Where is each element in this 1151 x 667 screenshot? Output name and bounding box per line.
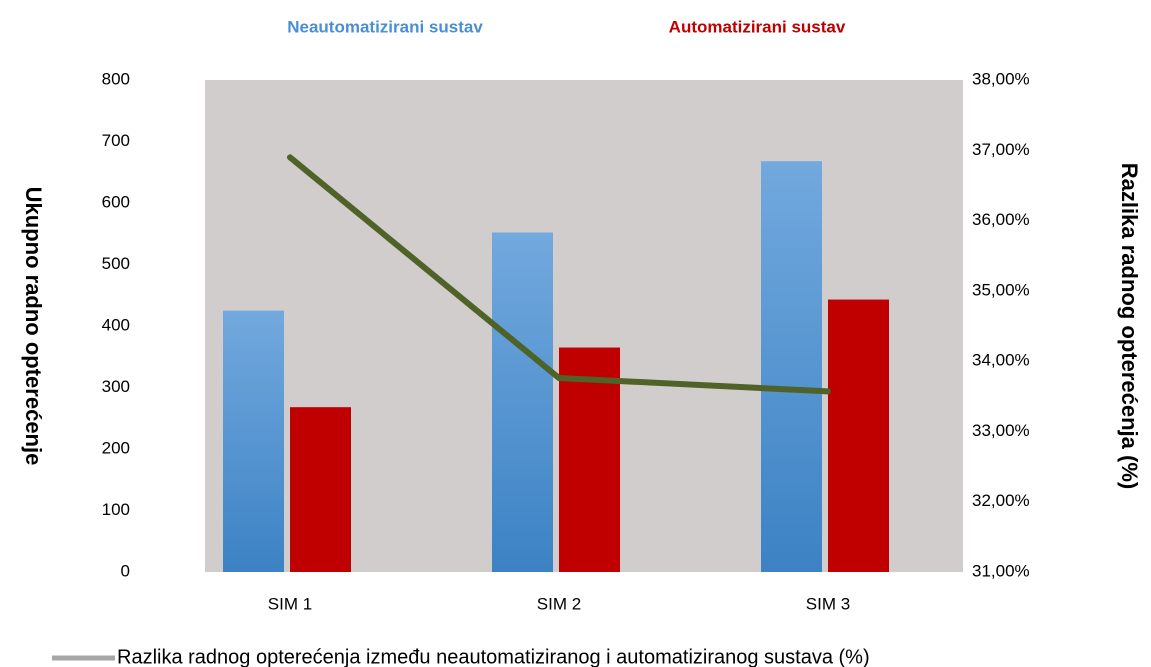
y-tick-label: 700: [102, 131, 130, 150]
y-axis-title: Ukupno radno opterećenje: [21, 187, 46, 466]
bar: [223, 310, 284, 572]
y2-tick-label: 36,00%: [972, 210, 1030, 229]
bar: [559, 347, 620, 572]
y-tick-label: 200: [102, 438, 130, 457]
y2-tick-label: 32,00%: [972, 491, 1030, 510]
legend-label: Neautomatizirani sustav: [287, 17, 483, 36]
y-tick-label: 300: [102, 377, 130, 396]
y2-axis-title: Razlika radnog opterećenja (%): [1117, 163, 1142, 489]
bar: [492, 232, 553, 572]
bar: [290, 407, 351, 572]
x-tick-label: SIM 1: [268, 594, 312, 613]
line: [287, 154, 831, 395]
legend-label: Razlika radnog opterećenja između neauto…: [117, 646, 870, 667]
x-tick-label: SIM 3: [806, 594, 850, 613]
y-tick-label: 400: [102, 315, 130, 334]
bar: [761, 161, 822, 572]
y2-tick-label: 35,00%: [972, 280, 1030, 299]
x-tick-label: SIM 2: [537, 594, 581, 613]
y2-tick-label: 38,00%: [972, 69, 1030, 88]
bar: [828, 299, 889, 572]
y2-tick-label: 37,00%: [972, 140, 1030, 159]
y2-tick-label: 33,00%: [972, 421, 1030, 440]
legend-label: Automatizirani sustav: [669, 17, 846, 36]
y-tick-label: 600: [102, 192, 130, 211]
y2-tick-label: 34,00%: [972, 351, 1030, 370]
y-tick-label: 0: [121, 561, 130, 580]
y-tick-label: 800: [102, 69, 130, 88]
y-tick-label: 500: [102, 254, 130, 273]
y-tick-label: 100: [102, 500, 130, 519]
y2-tick-label: 31,00%: [972, 561, 1030, 580]
